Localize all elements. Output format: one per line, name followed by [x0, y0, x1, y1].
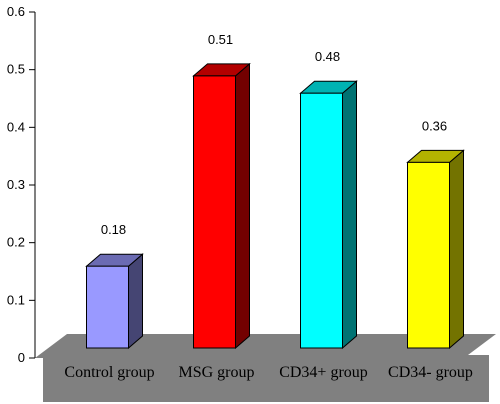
value-label: 0.48 — [315, 49, 340, 64]
bar-control-group — [85, 253, 144, 350]
y-tick-label: 0.3 — [7, 177, 25, 192]
bar-side-face — [128, 253, 143, 350]
y-tick-label: 0 — [18, 350, 25, 365]
bar-side-face — [235, 62, 250, 350]
bar-front-face — [86, 265, 129, 349]
category-label-band — [43, 355, 489, 402]
y-tick-label: 0.1 — [7, 292, 25, 307]
chart-floor — [35, 334, 496, 358]
y-tick-label: 0.2 — [7, 235, 25, 250]
y-tick-label: 0.4 — [7, 119, 25, 134]
bar-cd34-minus-group — [406, 149, 465, 350]
bar-front-face — [407, 161, 450, 349]
y-tick-label: 0.6 — [7, 4, 25, 19]
bar-front-face — [300, 92, 343, 349]
bar-msg-group — [192, 62, 251, 350]
category-label: MSG group — [178, 364, 254, 381]
category-label: Control group — [64, 364, 154, 381]
value-label: 0.18 — [101, 222, 126, 237]
y-tick-label: 0.5 — [7, 62, 25, 77]
bar-cd34-plus-group — [299, 80, 358, 350]
bar-side-face — [449, 149, 464, 350]
bar-side-face — [342, 80, 357, 350]
value-label: 0.51 — [208, 32, 233, 47]
bar-front-face — [193, 75, 236, 349]
category-label: CD34+ group — [279, 364, 368, 381]
category-label: CD34- group — [388, 364, 473, 381]
value-label: 0.36 — [422, 118, 447, 133]
